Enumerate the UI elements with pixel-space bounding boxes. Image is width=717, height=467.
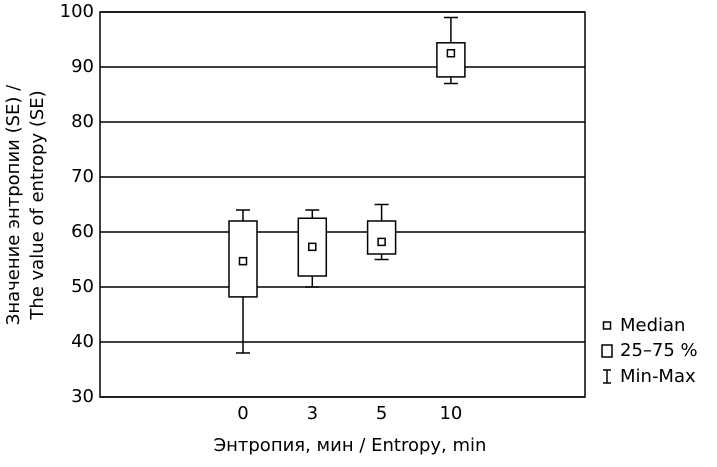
legend-label: Median [620, 315, 685, 336]
legend-box-icon [601, 344, 613, 358]
x-tick-label: 10 [439, 403, 462, 424]
y-tick-label: 100 [60, 1, 94, 22]
median [377, 237, 386, 247]
legend-label: Min-Max [620, 366, 696, 387]
y-tick-label: 30 [71, 386, 94, 407]
box [436, 42, 466, 78]
y-axis-label: The value of entropy (SE) [27, 90, 48, 320]
x-tick-label: 3 [307, 403, 318, 424]
legend-label: 25–75 % [620, 340, 698, 361]
y-tick-label: 50 [71, 276, 94, 297]
median [238, 256, 248, 266]
x-tick-label: 0 [237, 403, 248, 424]
x-axis-label: Энтропия, мин / Entropy, min [214, 435, 487, 456]
plot-frame [99, 11, 586, 398]
y-tick-label: 40 [71, 331, 94, 352]
median [308, 242, 317, 252]
box [366, 220, 397, 255]
y-tick-label: 80 [71, 111, 94, 132]
x-tick-label: 5 [376, 403, 387, 424]
y-tick-label: 70 [71, 166, 94, 187]
y-tick-label: 90 [71, 56, 94, 77]
y-axis-label: Значение энтропии (SE) / [3, 84, 24, 325]
median [446, 49, 456, 58]
y-tick-label: 60 [71, 221, 94, 242]
legend-median-icon [602, 321, 612, 330]
